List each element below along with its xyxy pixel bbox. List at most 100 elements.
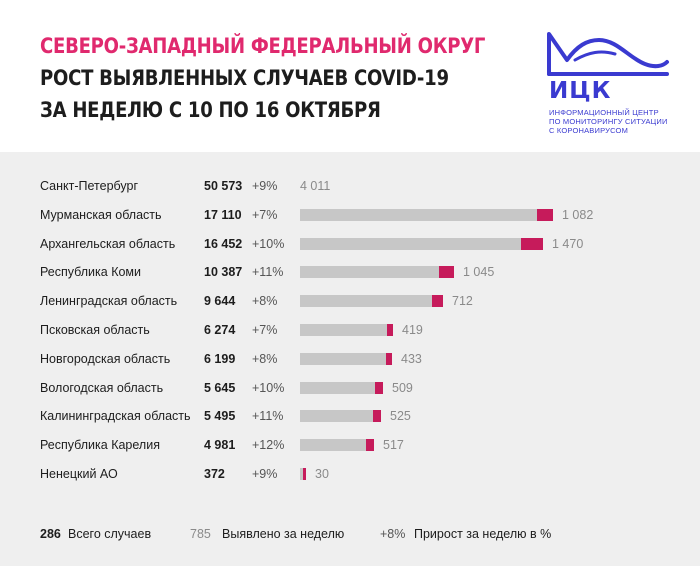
bar-previous-cases (300, 324, 387, 336)
bar-weekly-cases (366, 439, 374, 452)
growth-label: +9% (252, 179, 278, 193)
bar-weekly-cases (387, 324, 393, 336)
title-line-1: СЕВЕРО-ЗАПАДНЫЙ ФЕДЕРАЛЬНЫЙ ОКРУГ (40, 34, 486, 58)
legend-weekly-label: Выявлено за неделю (222, 527, 345, 541)
chart-row: Псковская область 6 274 +7% 419 (0, 320, 700, 340)
bar-weekly-cases (537, 208, 553, 221)
region-label: Республика Карелия (40, 438, 160, 453)
bar-weekly-cases (373, 410, 381, 423)
bar-weekly-cases (375, 381, 383, 394)
bar-previous-cases (300, 295, 432, 308)
chart-row: Мурманская область 17 110 +7% 1 082 (0, 205, 700, 225)
region-label: Республика Коми (40, 265, 142, 280)
bar (300, 352, 392, 365)
logo-subtitle: ИНФОРМАЦИОННЫЙ ЦЕНТР ПО МОНИТОРИНГУ СИТУ… (549, 108, 668, 135)
chart-row: Архангельская область 16 452 +10% 1 470 (0, 234, 700, 254)
growth-label: +9% (252, 467, 278, 481)
growth-label: +7% (252, 207, 278, 222)
bar (300, 266, 454, 279)
region-label: Ненецкий АО (40, 467, 118, 481)
region-label: Ленинградская область (40, 294, 178, 309)
bar-previous-cases (300, 439, 366, 452)
growth-label: +10% (252, 380, 285, 395)
total-cases-label: 6 274 (204, 323, 236, 337)
weekly-cases-label: 419 (402, 323, 423, 337)
total-cases-label: 372 (204, 467, 225, 481)
chart-row: Вологодская область 5 645 +10% 509 (0, 378, 700, 398)
growth-label: +8% (252, 351, 278, 366)
chart-panel: Санкт-Петербург 50 573 +9% 4 011 Мурманская … (0, 152, 700, 566)
bar (300, 439, 374, 452)
bar (300, 237, 543, 250)
growth-label: +8% (252, 294, 278, 309)
region-label: Новгородская область (40, 351, 171, 366)
bar-previous-cases (300, 352, 386, 365)
legend-total-sample: 286 (40, 527, 61, 541)
legend: 286 Всего случаев 785 Выявлено за неделю… (0, 524, 700, 544)
bar (300, 468, 306, 480)
title-line-2: РОСТ ВЫЯВЛЕННЫХ СЛУЧАЕВ COVID-19 (40, 66, 449, 90)
region-label: Вологодская область (40, 380, 164, 395)
logo-wave-icon (547, 32, 669, 76)
bar (300, 324, 393, 336)
chart-row: Ленинградская область 9 644 +8% 712 (0, 291, 700, 311)
weekly-cases-label: 517 (383, 438, 404, 453)
chart-row: Республика Коми 10 387 +11% 1 045 (0, 262, 700, 282)
bar-weekly-cases (386, 352, 392, 365)
weekly-cases-label: 1 082 (562, 207, 594, 222)
total-cases-label: 50 573 (204, 179, 243, 193)
total-cases-label: 16 452 (204, 236, 243, 251)
total-cases-label: 5 645 (204, 380, 236, 395)
header: СЕВЕРО-ЗАПАДНЫЙ ФЕДЕРАЛЬНЫЙ ОКРУГ РОСТ В… (0, 0, 700, 152)
region-label: Псковская область (40, 323, 150, 337)
weekly-cases-label: 30 (315, 467, 329, 481)
legend-weekly-sample: 785 (190, 527, 211, 541)
logo-sub-line-3: С КОРОНАВИРУСОМ (549, 126, 629, 135)
growth-label: +12% (252, 438, 285, 453)
logo-sub-line-1: ИНФОРМАЦИОННЫЙ ЦЕНТР (549, 108, 659, 117)
legend-total-label: Всего случаев (68, 527, 152, 541)
total-cases-label: 6 199 (204, 351, 236, 366)
chart-row: Калининградская область 5 495 +11% 525 (0, 406, 700, 426)
region-label: Архангельская область (40, 236, 176, 251)
bar-previous-cases (300, 266, 439, 279)
region-label: Мурманская область (40, 207, 162, 222)
bar-weekly-cases (432, 295, 443, 308)
legend-growth-sample: +8% (380, 527, 406, 541)
bar (300, 410, 381, 423)
bar (300, 295, 443, 308)
growth-label: +10% (252, 236, 285, 251)
weekly-cases-label: 4 011 (300, 179, 331, 193)
growth-label: +11% (252, 409, 284, 424)
total-cases-label: 9 644 (204, 294, 236, 309)
bar-previous-cases (300, 208, 537, 221)
weekly-cases-label: 1 045 (463, 265, 495, 280)
legend-growth-label: Прирост за неделю в % (414, 527, 552, 541)
total-cases-label: 17 110 (204, 207, 242, 222)
chart-row: Республика Карелия 4 981 +12% 517 (0, 435, 700, 455)
bar (300, 381, 383, 394)
bar-previous-cases (300, 410, 373, 423)
weekly-cases-label: 525 (390, 409, 411, 424)
weekly-cases-label: 433 (401, 351, 422, 366)
chart-row: Новгородская область 6 199 +8% 433 (0, 349, 700, 369)
total-cases-label: 10 387 (204, 265, 243, 280)
total-cases-label: 4 981 (204, 438, 236, 453)
chart-row: Санкт-Петербург 50 573 +9% 4 011 (0, 176, 700, 196)
bar-weekly-cases (303, 468, 306, 480)
chart-row: Ненецкий АО 372 +9% 30 (0, 464, 700, 484)
bar-previous-cases (300, 468, 303, 480)
growth-label: +11% (252, 265, 284, 280)
logo-sub-line-2: ПО МОНИТОРИНГУ СИТУАЦИИ (549, 117, 668, 126)
bar (300, 208, 553, 221)
growth-label: +7% (252, 323, 278, 337)
bar-previous-cases (300, 381, 375, 394)
weekly-cases-label: 712 (452, 294, 473, 309)
bar-weekly-cases (439, 266, 454, 279)
weekly-cases-label: 1 470 (552, 236, 584, 251)
region-label: Санкт-Петербург (40, 179, 139, 193)
logo-abbr: ИЦК (549, 78, 612, 104)
weekly-cases-label: 509 (392, 380, 413, 395)
bar-weekly-cases (521, 237, 543, 250)
region-label: Калининградская область (40, 409, 191, 424)
